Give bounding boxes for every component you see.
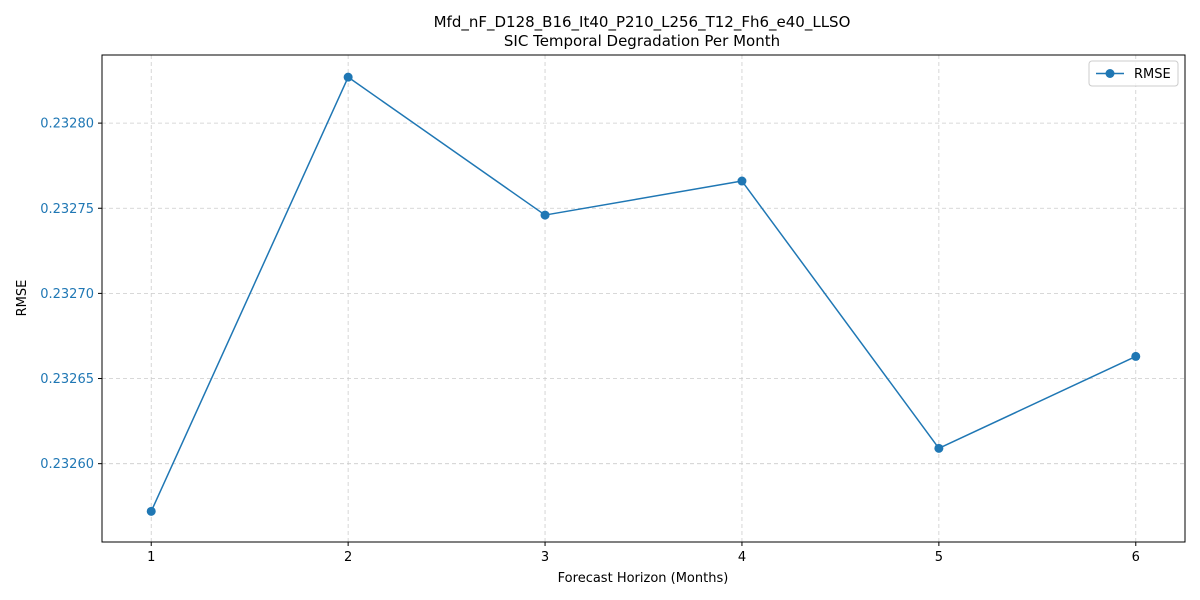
legend-box [1088,60,1179,87]
y-tick-label: 0.23275 [40,202,94,217]
x-tick-label: 4 [738,550,746,565]
y-tick-label: 0.23270 [40,287,94,302]
data-point [1131,351,1141,361]
x-tick-label: 6 [1132,550,1140,565]
x-axis-ticks: 1 2 3 4 5 6 [147,542,1140,565]
data-point [737,176,747,186]
plot-area-frame [101,54,1186,543]
y-tick-label: 0.23260 [40,457,94,472]
y-tick-label: 0.23280 [40,117,94,132]
grid [102,55,1185,542]
y-axis-ticks: 0.23260 0.23265 0.23270 0.23275 0.23280 [40,117,102,472]
y-tick-label: 0.23265 [40,372,94,387]
x-axis-label: Forecast Horizon (Months) [558,571,729,586]
data-point [343,72,353,82]
data-point [540,210,550,220]
series-line-rmse [150,76,1137,512]
data-point [934,443,944,453]
x-tick-label: 2 [344,550,352,565]
chart-subtitle: SIC Temporal Degradation Per Month [504,32,780,50]
x-tick-label: 3 [541,550,549,565]
legend-marker-swatch [1105,69,1115,78]
x-tick-label: 1 [147,550,155,565]
legend-entry-label: RMSE [1134,67,1171,82]
y-axis-label: RMSE [15,280,30,317]
chart-title: Mfd_nF_D128_B16_It40_P210_L256_T12_Fh6_e… [434,13,851,32]
x-tick-label: 5 [935,550,943,565]
legend: RMSE [1088,60,1179,87]
series-layer [146,72,1141,516]
data-point [146,506,156,516]
